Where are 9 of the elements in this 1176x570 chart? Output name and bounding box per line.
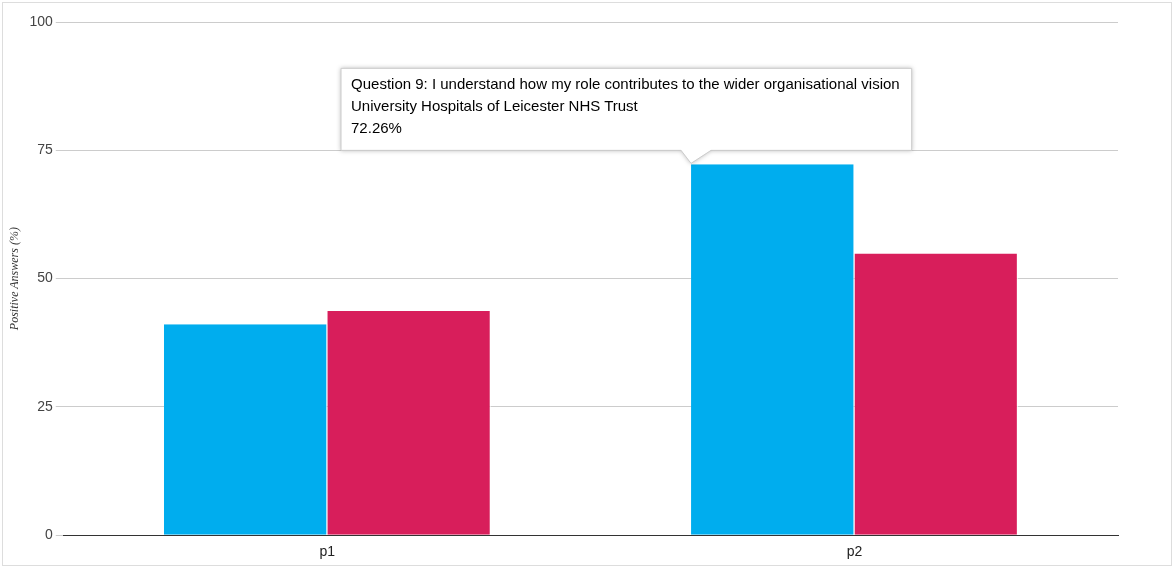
y-axis-title: Positive Answers (%)	[7, 227, 22, 332]
y-tick-label: 0	[44, 526, 53, 543]
annotation: Question 9: I understand how my role contributes to the wider organisational vision University Hospitals of Leicester NHS Trust 72.26%	[351, 75, 900, 136]
x-tick-label: p1	[319, 543, 336, 560]
y-tick-label: 75	[37, 141, 53, 158]
y-tick-label: 25	[37, 397, 53, 414]
y-tick-label: 100	[29, 12, 53, 29]
y-tick-label: 50	[37, 269, 53, 286]
x-tick-label: p2	[846, 543, 863, 560]
